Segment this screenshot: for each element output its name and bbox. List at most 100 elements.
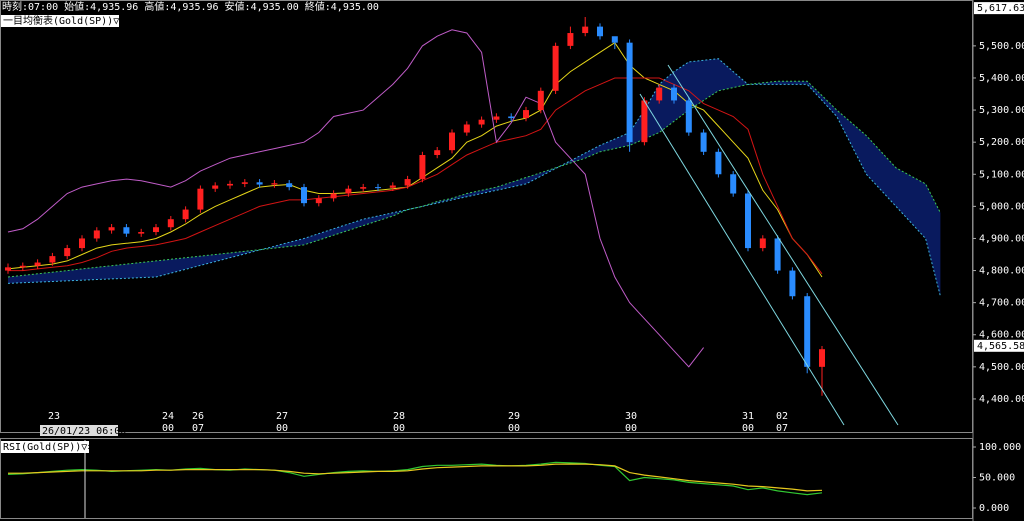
- candle-body: [759, 238, 766, 249]
- rsi-line: [8, 463, 823, 492]
- candle-body: [212, 185, 219, 189]
- candle-body: [5, 267, 11, 271]
- y-tick-label: 4,400.00: [979, 394, 1024, 405]
- candle-body: [671, 87, 677, 101]
- candle-body: [656, 87, 663, 101]
- x-tick-sublabel: 00: [625, 423, 637, 434]
- candle-body: [330, 193, 337, 199]
- candle-body: [611, 36, 618, 43]
- price-marker-bg: [974, 339, 1024, 352]
- indicator-line: [7, 80, 941, 278]
- candle-body: [493, 116, 500, 120]
- candle-body: [804, 296, 811, 367]
- x-tick-label: 02: [776, 411, 788, 422]
- y-tick-label: 4,700.00: [979, 298, 1024, 309]
- candle-body: [449, 132, 455, 151]
- candle-body: [463, 124, 470, 133]
- candle-body: [582, 26, 589, 34]
- x-tick-label: 27: [276, 411, 288, 422]
- x-tick-label: 29: [508, 411, 520, 422]
- rsi-tag[interactable]: RSI(Gold(SP))▽×: [3, 442, 93, 453]
- x-tick-sublabel: 07: [192, 423, 204, 434]
- y-tick-label: 4,800.00: [979, 266, 1024, 277]
- y-tick-label: 4,900.00: [979, 233, 1024, 244]
- y-tick-label: 5,100.00: [979, 169, 1024, 180]
- x-tick-label: 26: [192, 411, 204, 422]
- candle-body: [641, 100, 648, 143]
- candle-body: [419, 155, 426, 180]
- candle-body: [508, 116, 515, 119]
- y-tick-label: 4,500.00: [979, 362, 1024, 373]
- candle-body: [182, 209, 189, 220]
- header-ohlc: 時刻:07:00 始値:4,935.96 高値:4,935.96 安値:4,93…: [2, 0, 379, 13]
- candle-body: [360, 187, 367, 189]
- candle-body: [138, 232, 145, 234]
- x-tick-label: 28: [393, 411, 405, 422]
- price-marker-bg: [974, 2, 1024, 15]
- rsi-tag-bg: [1, 441, 89, 453]
- y-tick-label: 4,600.00: [979, 330, 1024, 341]
- candle-body: [389, 185, 396, 188]
- candle-body: [774, 238, 781, 271]
- x-tick-label: 24: [162, 411, 174, 422]
- candle-body: [108, 227, 115, 231]
- candle-body: [167, 219, 174, 228]
- x-tick-sublabel: 00: [742, 423, 754, 434]
- price-marker: 4,565.58: [977, 341, 1024, 352]
- candle-body: [286, 183, 293, 188]
- y-tick-label: 5,200.00: [979, 137, 1024, 148]
- candle-body: [315, 198, 322, 204]
- candle-body: [404, 179, 411, 186]
- candle-body: [64, 248, 71, 257]
- x-tick-label: 30: [625, 411, 637, 422]
- candle-body: [537, 90, 544, 111]
- candle-body: [597, 26, 603, 37]
- rsi-panel: [7, 461, 823, 496]
- candle-body: [34, 262, 41, 266]
- x-tick-label: 31: [742, 411, 754, 422]
- x-tick-sublabel: 07: [776, 423, 788, 434]
- candle-body: [271, 183, 278, 185]
- candle-body: [153, 227, 159, 233]
- x-tick-sublabel: 00: [393, 423, 405, 434]
- candle-body: [789, 270, 796, 297]
- y-tick-label: 5,300.00: [979, 105, 1024, 116]
- indicator-line: [8, 77, 823, 275]
- cloud: [8, 58, 941, 297]
- indicator-line: [7, 29, 704, 368]
- candle-body: [745, 193, 751, 249]
- x-tick-sublabel: 00: [508, 423, 520, 434]
- candle-body: [227, 183, 233, 186]
- candle-body: [700, 132, 707, 152]
- x-tick-label: 23: [48, 411, 60, 422]
- candle-body: [123, 227, 130, 234]
- candle-body: [241, 182, 248, 184]
- price-marker: 5,617.63: [977, 3, 1024, 14]
- candle-body: [375, 187, 381, 189]
- candle-body: [434, 150, 441, 156]
- crosshair-label-bg: [40, 425, 118, 436]
- candle-body: [197, 188, 204, 210]
- candle-body: [345, 188, 352, 194]
- rsi-tick-label: 0.000: [979, 503, 1009, 514]
- candle-body: [626, 42, 633, 143]
- candle-body: [567, 33, 574, 46]
- indicator-line: [7, 58, 941, 297]
- candle-body: [93, 230, 100, 239]
- crosshair-label: 26/01/23 06:00: [42, 426, 126, 437]
- candle-body: [301, 187, 307, 204]
- rsi-tick-label: 100.000: [979, 442, 1021, 453]
- indicator-tag[interactable]: 一目均衡表(Gold(SP))▽×: [3, 14, 125, 27]
- candle-body: [79, 238, 85, 249]
- trend-channel-lower: [639, 93, 845, 426]
- candle-body: [523, 110, 529, 119]
- y-tick-label: 5,500.00: [979, 41, 1024, 52]
- candle-body: [715, 151, 722, 175]
- y-tick-label: 5,400.00: [979, 73, 1024, 84]
- indicator-tag-bg: [1, 15, 119, 27]
- rsi-tick-label: 50.000: [979, 473, 1015, 484]
- trend-channel-upper: [667, 64, 899, 426]
